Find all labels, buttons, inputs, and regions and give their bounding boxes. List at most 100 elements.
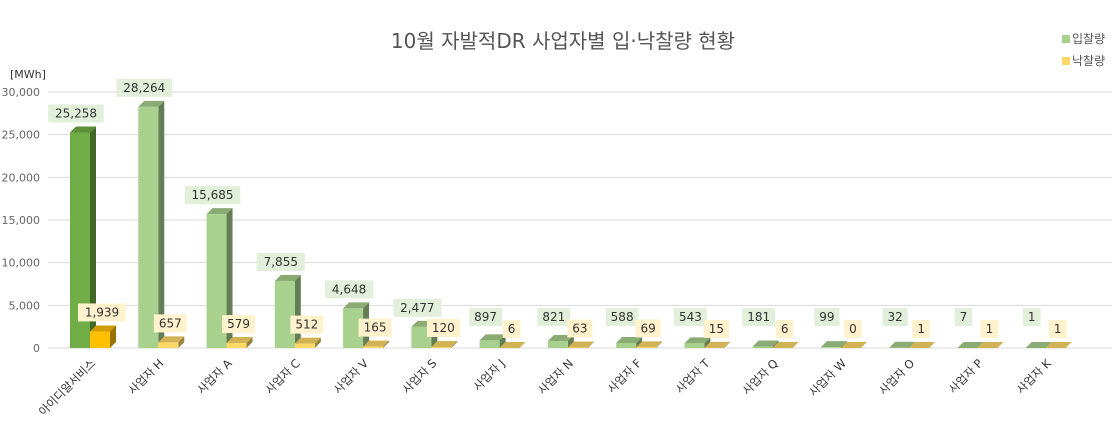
data-label-bid-box — [882, 308, 908, 326]
bar-award-side — [110, 325, 116, 348]
bar-award-front — [294, 343, 315, 348]
bar-bid-side — [294, 274, 301, 348]
x-tick-label: 사업자 S — [399, 356, 439, 396]
bar-award-side — [997, 341, 1004, 348]
bar-bid-side — [772, 340, 779, 348]
data-label-bid: 1 — [1028, 310, 1036, 324]
bar-award-top — [158, 336, 185, 343]
bar-award-side — [178, 336, 185, 348]
data-label-award: 1 — [917, 322, 925, 336]
data-label-award: 6 — [781, 322, 789, 336]
bar-award — [90, 325, 116, 348]
x-tick-label: 사업자 V — [331, 356, 372, 397]
data-label-award-box — [290, 315, 324, 334]
bar-award — [158, 336, 185, 348]
data-label-award-box — [1048, 319, 1067, 338]
bar-award-front — [226, 343, 247, 348]
bar-bid-side — [909, 341, 916, 348]
bar-award — [294, 337, 321, 348]
bar-bid-top — [206, 208, 233, 215]
data-label-award-box — [635, 319, 661, 338]
x-tick-label: 사업자 C — [262, 356, 303, 397]
data-label-bid: 32 — [888, 310, 903, 324]
bar-award-front — [363, 346, 384, 348]
data-label-bid-box — [742, 308, 776, 326]
bar-award — [363, 340, 390, 348]
y-axis-ticks: 30,000 25,000 20,000 15,000 10,000 5,000 0 — [2, 86, 41, 355]
bar-award-top — [977, 341, 1004, 348]
bar-award-front — [636, 347, 657, 348]
data-label-award-box — [153, 314, 187, 333]
x-tick-label: 사업자 A — [194, 356, 235, 397]
x-tick-label: 사업자 N — [535, 356, 576, 397]
data-label-award-box — [426, 318, 460, 337]
data-label-bid: 25,258 — [55, 106, 97, 120]
bar-award-top — [909, 341, 936, 348]
bar-bid — [206, 208, 233, 348]
bar-bid-side — [90, 126, 96, 349]
data-label-award: 512 — [295, 318, 318, 332]
bar-award — [431, 340, 458, 348]
bar-award-front — [90, 331, 110, 348]
bar-bid — [616, 336, 643, 348]
legend-label-bid: 입찰량 — [1072, 32, 1105, 46]
data-label-award: 6 — [508, 322, 516, 336]
bar-award-front — [158, 342, 179, 348]
bar-bid-side — [704, 337, 711, 348]
data-label-bid: 4,648 — [332, 282, 366, 296]
bar-bid-side — [636, 336, 643, 348]
data-label-bid: 2,477 — [400, 301, 434, 315]
data-label-award: 69 — [640, 321, 655, 335]
bar-award-side — [314, 337, 321, 348]
data-label-bid-box — [537, 308, 571, 326]
x-tick-label: 사업자 F — [605, 356, 645, 396]
data-label-award: 0 — [849, 322, 857, 336]
bar-bid — [274, 274, 301, 348]
bars — [70, 100, 1072, 349]
data-label-award-box — [980, 319, 999, 338]
data-label-bid-box — [954, 308, 973, 326]
bar-bid-top — [889, 341, 916, 348]
legend-swatch-bid — [1062, 35, 1070, 43]
bar-award-side — [587, 341, 594, 348]
bar-bid-top — [70, 126, 96, 133]
data-label-bid-box — [184, 186, 241, 205]
bar-award-side — [929, 341, 936, 348]
data-label-award-box — [222, 315, 255, 334]
y-tick-label: 15,000 — [2, 214, 41, 227]
data-label-bid-box — [1022, 308, 1041, 326]
bar-award-top — [90, 325, 116, 332]
bar-award-top — [840, 342, 867, 348]
bar-award-front — [567, 347, 588, 348]
x-tick-label: 사업자 W — [806, 356, 849, 399]
bar-bid-front — [138, 106, 159, 348]
bar-bid-front — [70, 132, 90, 348]
x-tick-label: 사업자 O — [876, 356, 917, 397]
data-label-bid-box — [393, 298, 442, 317]
bar-award-side — [519, 341, 526, 348]
bar-bid-front — [411, 326, 432, 348]
bar-bid — [889, 341, 916, 348]
x-tick-label: 사업자 Q — [739, 356, 780, 397]
bar-bid-side — [226, 208, 233, 348]
bar-award — [772, 341, 799, 348]
data-label-award-box — [775, 319, 794, 338]
bar-bid-top — [274, 274, 301, 281]
legend-swatch-award — [1062, 57, 1070, 65]
bar-bid-front — [206, 214, 227, 348]
bar-award — [499, 341, 526, 348]
bar-award-front — [431, 346, 452, 348]
bar-bid-side — [158, 100, 165, 348]
data-label-award: 1 — [986, 322, 994, 336]
data-label-award: 1 — [1054, 322, 1062, 336]
bar-award — [226, 337, 253, 348]
bar-bid-front — [820, 347, 841, 348]
bar-bid — [957, 341, 984, 348]
bar-bid — [684, 337, 711, 348]
legend: 입찰량 낙찰량 — [1062, 32, 1105, 68]
bar-bid-top — [343, 302, 370, 309]
bar-award-side — [724, 341, 731, 348]
data-label-bid-box — [469, 308, 502, 326]
data-label-bid: 28,264 — [123, 81, 165, 95]
bar-bid-top — [1025, 341, 1052, 348]
